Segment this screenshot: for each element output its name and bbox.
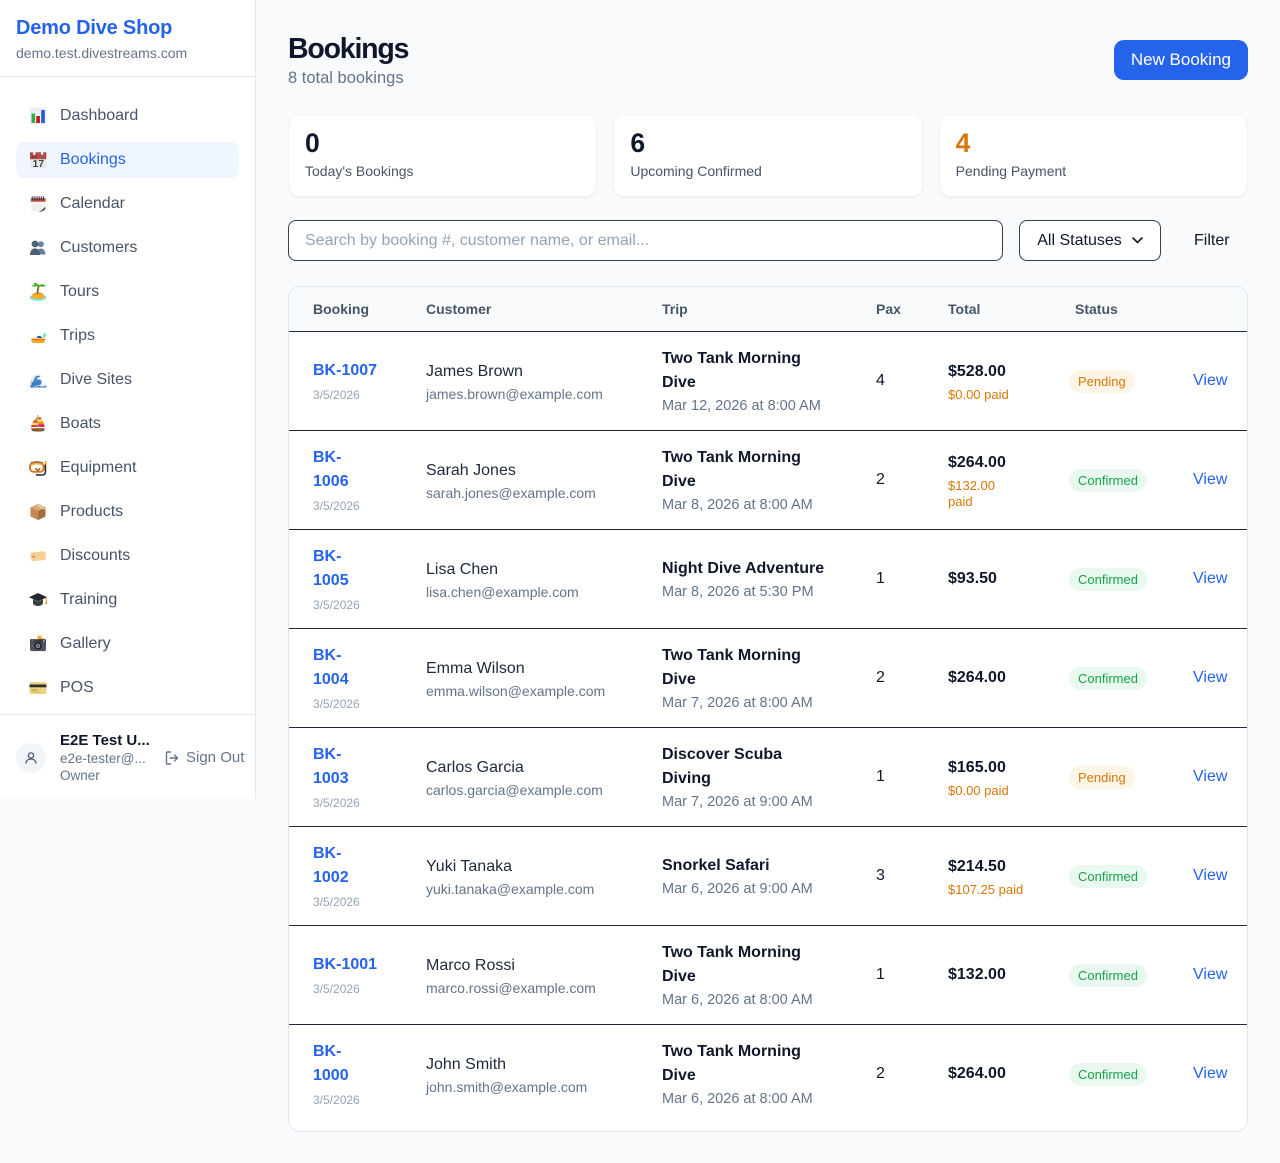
svg-text:17: 17 <box>32 158 44 170</box>
